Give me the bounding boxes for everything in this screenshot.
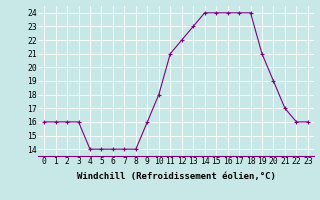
X-axis label: Windchill (Refroidissement éolien,°C): Windchill (Refroidissement éolien,°C) — [76, 172, 276, 181]
